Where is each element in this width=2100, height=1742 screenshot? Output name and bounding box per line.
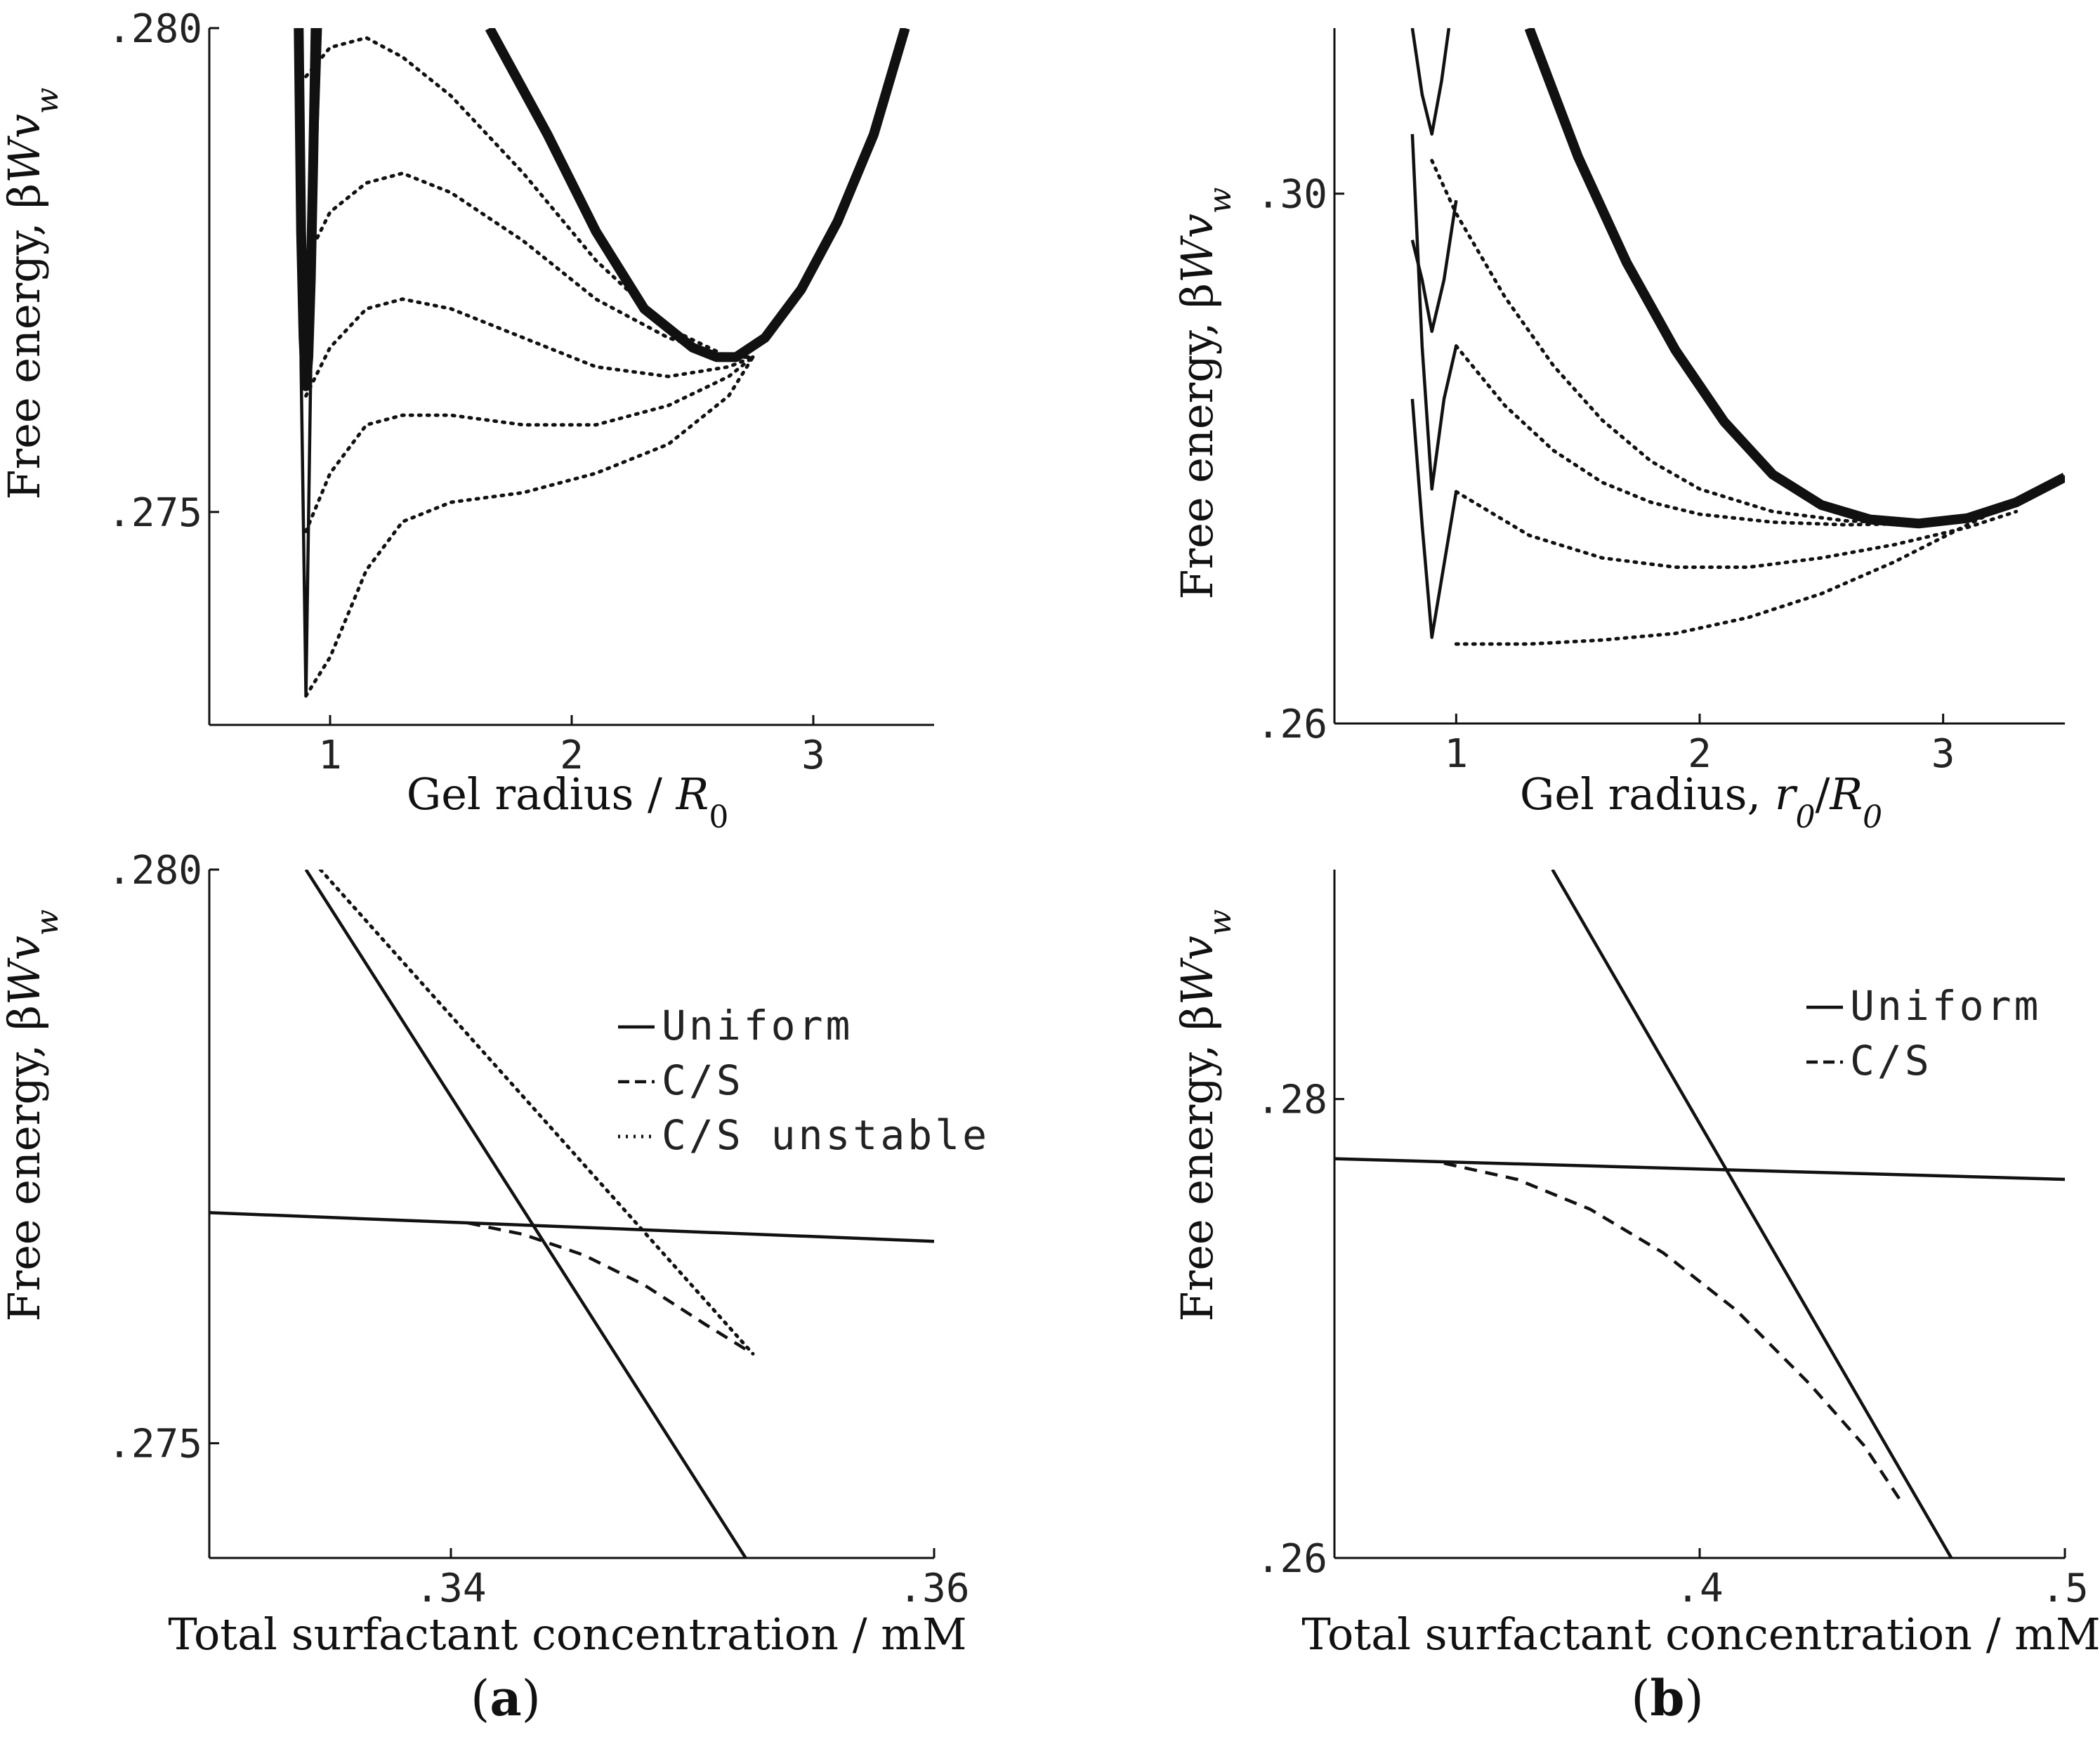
x-tick-label: 2 — [560, 733, 584, 778]
chart-b-top: 1 2 3 .26 .30 Gel radius, r0/R0 Free energy, β… — [1172, 28, 2065, 835]
y-axis-label: Free energy, βWvw — [0, 910, 65, 1322]
series-line-dotted — [304, 355, 755, 698]
series-line-thick — [485, 28, 910, 362]
y-tick-label: .26 — [1256, 702, 1327, 747]
series-line-solid — [1551, 870, 1953, 1558]
y-axis-label: Free energy, βWvw — [1172, 188, 1238, 600]
x-axis-label: Total surfactant concentration / mM — [1301, 1609, 2100, 1660]
panel-label-a: (a) — [471, 1669, 541, 1727]
series-line-dotted — [304, 297, 755, 398]
chart-a-top: 1 2 3 .275 .280 Gel radius / R0 Free energy, β… — [0, 6, 934, 835]
series-line-dotted — [318, 870, 755, 1356]
x-tick-label: .4 — [1676, 1566, 1723, 1611]
y-tick-label: .280 — [107, 6, 202, 52]
series-line-solid — [1334, 1157, 2065, 1181]
chart-b-bottom: .4 .5 .26 .28 Total surfactant concentration… — [1172, 870, 2100, 1660]
legend: Uniform C/S — [1806, 982, 2041, 1085]
y-tick-label: .30 — [1256, 172, 1327, 218]
x-tick-label: 1 — [1444, 731, 1468, 777]
series-line-dotted — [304, 36, 755, 359]
y-axis-label: Free energy, βWvw — [1172, 910, 1238, 1322]
legend-label: C/S — [1850, 1037, 1932, 1085]
legend: Uniform C/S C/S unstable — [618, 1002, 990, 1159]
x-axis-label: Gel radius / R0 — [407, 768, 729, 835]
y-axis-label: Free energy, βWvw — [0, 88, 65, 500]
x-tick-label: .34 — [415, 1566, 486, 1611]
series-line-thick — [294, 28, 321, 391]
series-line-thick — [1524, 28, 2065, 529]
x-tick-label: 3 — [1931, 731, 1955, 777]
panel-label-b: (b) — [1631, 1669, 1704, 1727]
series-line-solid — [304, 870, 747, 1558]
legend-label: C/S unstable — [662, 1111, 990, 1159]
legend-label: Uniform — [1850, 982, 2041, 1030]
series-line-dotted — [1454, 490, 2019, 569]
legend-label: C/S — [662, 1056, 744, 1104]
y-tick-label: .28 — [1256, 1078, 1327, 1123]
legend-label: Uniform — [662, 1002, 853, 1049]
series-line-solid — [1410, 133, 1458, 491]
chart-a-bottom: .34 .36 .275 .280 Total surfactant concentra… — [0, 848, 990, 1660]
series-line-solid — [209, 1211, 934, 1243]
series-line-dotted — [1454, 344, 1921, 527]
series-line-dotted — [304, 171, 755, 359]
x-tick-label: 3 — [801, 733, 825, 778]
y-tick-label: .26 — [1256, 1536, 1327, 1582]
y-tick-label: .275 — [107, 490, 202, 536]
x-axis-label: Total surfactant concentration / mM — [168, 1609, 966, 1660]
x-tick-label: .5 — [2041, 1566, 2088, 1611]
series-line-dashed — [1443, 1161, 1902, 1502]
series-line-solid — [1410, 28, 1451, 136]
x-axis-label: Gel radius, r0/R0 — [1520, 768, 1882, 835]
series-line-solid — [1410, 398, 1458, 639]
series-line-dotted — [304, 355, 755, 533]
series-line-dotted — [1454, 475, 2065, 646]
y-tick-label: .275 — [107, 1422, 202, 1467]
series-line-dotted — [1430, 159, 1921, 525]
x-tick-label: 2 — [1688, 731, 1712, 777]
y-tick-label: .280 — [107, 848, 202, 893]
series-line-dashed — [467, 1221, 754, 1356]
x-tick-label: .36 — [898, 1566, 969, 1611]
x-tick-label: 1 — [318, 733, 342, 778]
